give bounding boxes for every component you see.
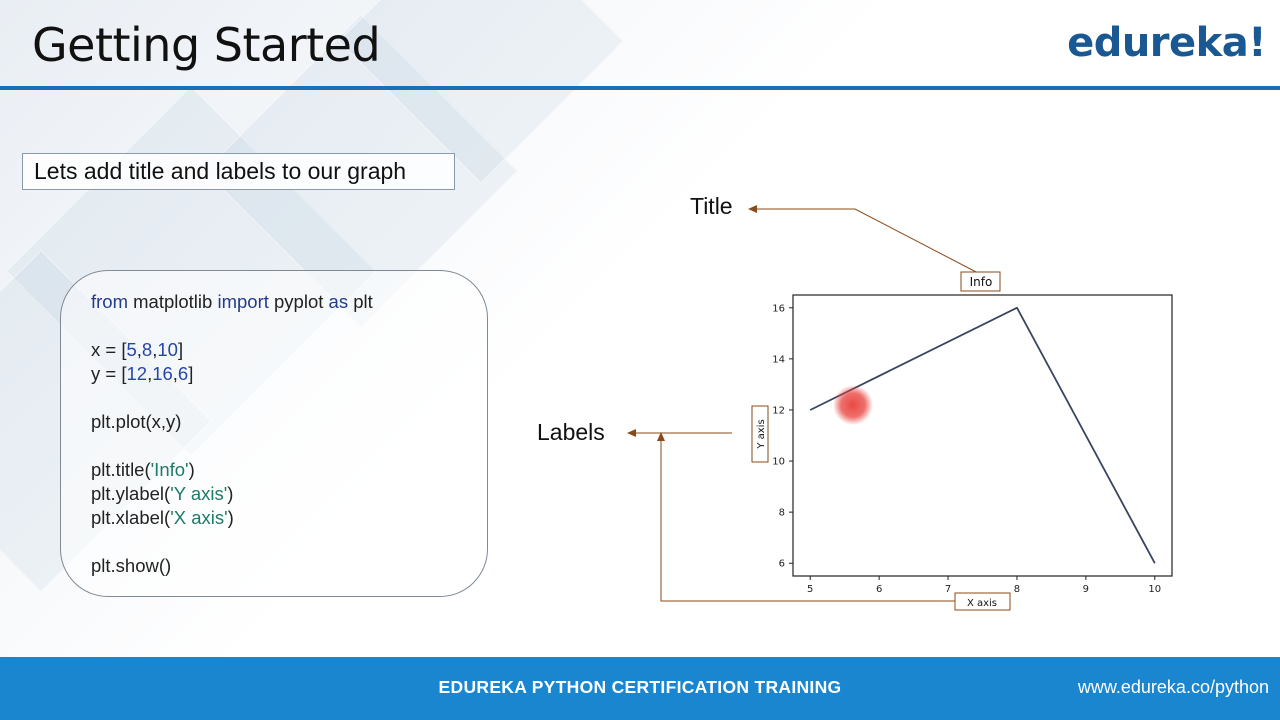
y-tick-label: 10 xyxy=(772,457,785,468)
code-text: plt.xlabel( xyxy=(91,507,171,528)
code-string: 'Y axis' xyxy=(170,483,228,504)
x-tick-label: 10 xyxy=(1148,584,1161,595)
footer-title: EDUREKA PYTHON CERTIFICATION TRAINING xyxy=(438,677,842,697)
code-text: y = [ xyxy=(91,363,127,384)
code-keyword: from xyxy=(91,291,128,312)
ylabel-highlight-box xyxy=(751,405,769,463)
code-keyword: as xyxy=(328,291,349,312)
header-divider xyxy=(0,86,1280,90)
x-tick-label: 6 xyxy=(876,584,882,595)
code-line-y: y = [12,16,6] xyxy=(91,363,194,384)
presenter-cursor xyxy=(833,385,873,425)
x-tick-label: 7 xyxy=(945,584,951,595)
labels-arrowhead xyxy=(627,429,636,437)
series-line xyxy=(809,306,1156,564)
code-line-xlabel: plt.xlabel('X axis') xyxy=(91,507,234,529)
y-tick-label: 16 xyxy=(772,303,785,314)
y-axis-label: Y axis xyxy=(756,419,767,449)
code-line-plot: plt.plot(x,y) xyxy=(91,411,182,432)
plot-area xyxy=(792,294,1173,577)
code-line-ylabel: plt.ylabel('Y axis') xyxy=(91,483,233,505)
code-number: 16 xyxy=(152,363,173,384)
title-callout-label: Title xyxy=(690,193,733,219)
code-number: 12 xyxy=(126,363,148,384)
y-tick-label: 8 xyxy=(779,508,785,519)
code-line-import: from matplotlib import pyplot as plt xyxy=(91,291,373,313)
subtitle-text: Lets add title and labels to our graph xyxy=(34,158,407,184)
code-number: 6 xyxy=(177,363,189,384)
code-string: 'X axis' xyxy=(170,507,228,528)
code-keyword: import xyxy=(217,291,269,312)
code-line-show: plt.show() xyxy=(91,555,172,576)
code-text: ] xyxy=(177,339,184,360)
title-arrowhead xyxy=(748,205,757,213)
code-text: ) xyxy=(188,459,195,480)
code-line-x: x = [5,8,10] xyxy=(91,339,184,360)
y-tick-label: 14 xyxy=(772,354,785,365)
code-number: 5 xyxy=(126,339,137,360)
code-text: ) xyxy=(227,483,234,504)
code-text: plt xyxy=(348,291,373,312)
code-text: ) xyxy=(227,507,234,528)
edureka-logo: edureka! xyxy=(1067,20,1266,66)
y-tick-label: 12 xyxy=(772,405,785,416)
title-arrow-line xyxy=(757,208,981,275)
code-number: 10 xyxy=(157,339,178,360)
subtitle-box: Lets add title and labels to our graph xyxy=(22,153,455,190)
y-tick-label: 6 xyxy=(779,559,785,570)
code-number: 8 xyxy=(141,339,153,360)
chart-title: Info xyxy=(970,275,993,289)
code-text: plt.ylabel( xyxy=(91,483,171,504)
code-text: ] xyxy=(188,363,194,384)
code-line-title: plt.title('Info') xyxy=(91,459,195,481)
code-string: 'Info' xyxy=(150,459,189,480)
footer-url: www.edureka.co/python xyxy=(1077,677,1269,697)
footer-bar: EDUREKA PYTHON CERTIFICATION TRAINING ww… xyxy=(0,657,1280,720)
code-text: pyplot xyxy=(268,291,329,312)
callout-arrows xyxy=(627,205,981,602)
code-text: x = [ xyxy=(91,339,127,360)
xlabel-arrowhead xyxy=(657,432,665,441)
code-text: matplotlib xyxy=(128,291,218,312)
x-tick-label: 8 xyxy=(1014,584,1020,595)
labels-callout-label: Labels xyxy=(537,419,605,445)
xlabel-arrow-line xyxy=(660,441,955,602)
xlabel-highlight-box xyxy=(954,592,1011,611)
axis-ticks: 5 6 7 8 9 10 6 8 10 12 14 16 xyxy=(772,303,1161,595)
code-panel: from matplotlib import pyplot as plt x =… xyxy=(60,270,488,597)
slide-title: Getting Started xyxy=(32,18,381,72)
x-axis-label: X axis xyxy=(967,598,997,609)
chart-title-highlight-box xyxy=(960,271,1001,292)
x-tick-label: 9 xyxy=(1083,584,1089,595)
x-tick-label: 5 xyxy=(807,584,813,595)
code-text: plt.title( xyxy=(91,459,151,480)
